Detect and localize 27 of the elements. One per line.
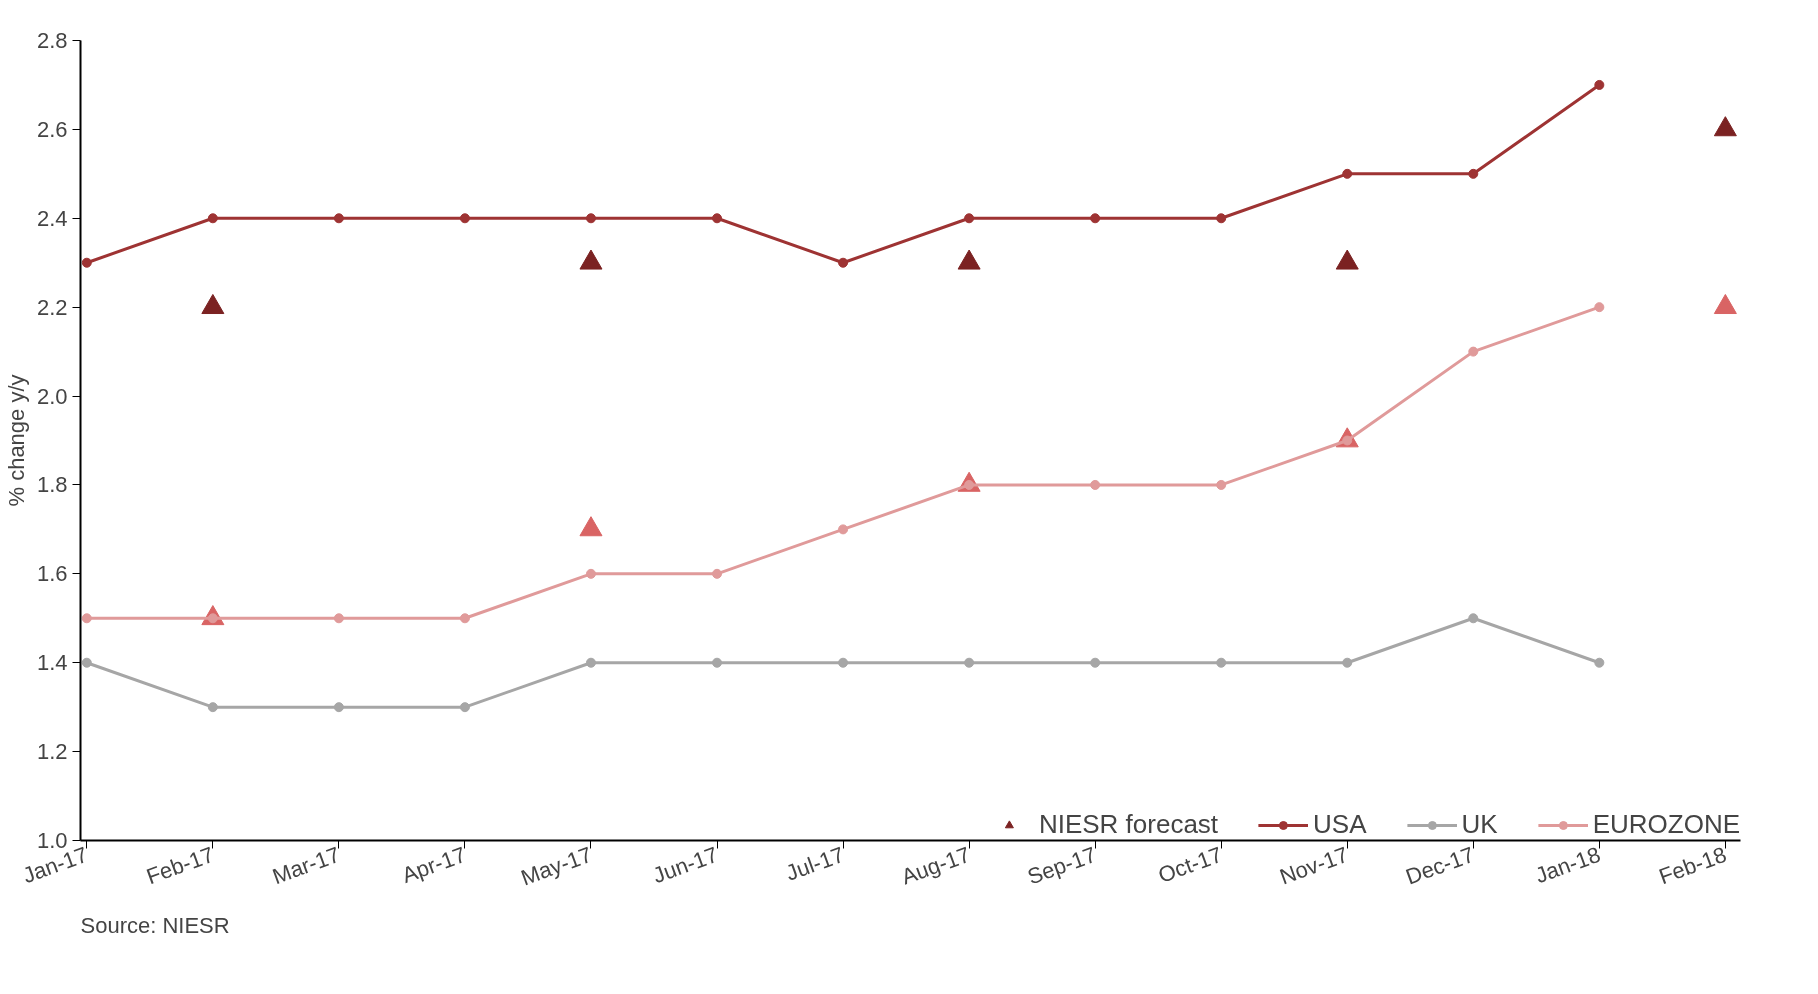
y-tick-label: 2.6 — [36, 116, 68, 142]
legend-label: USA — [1313, 809, 1367, 840]
x-tick-label: Jun-17 — [649, 841, 722, 889]
y-tick-label: 2.0 — [36, 383, 68, 409]
x-tick-label: Jul-17 — [782, 841, 848, 886]
source-note: Source: NIESR — [80, 912, 230, 938]
legend-label: EUROZONE — [1592, 809, 1740, 840]
x-tick-label: Feb-18 — [1655, 841, 1730, 890]
y-tick-label: 1.8 — [36, 472, 68, 498]
y-tick-label: 1.6 — [36, 561, 68, 587]
x-tick-label: Oct-17 — [1154, 841, 1226, 888]
y-tick-label: 2.4 — [36, 205, 68, 231]
x-tick-label: Apr-17 — [398, 841, 470, 888]
legend-label: NIESR forecast — [1038, 809, 1219, 840]
x-tick-label: Sep-17 — [1024, 841, 1100, 890]
y-tick-label: 1.0 — [36, 828, 68, 853]
legend-label: UK — [1461, 809, 1498, 840]
x-tick-label: Dec-17 — [1402, 841, 1478, 890]
y-tick-label: 2.8 — [36, 28, 68, 53]
x-tick-label: Jan-18 — [1531, 841, 1604, 889]
y-tick-label: 2.2 — [36, 294, 68, 320]
x-tick-label: Mar-17 — [269, 841, 344, 890]
y-axis-title: % change y/y — [3, 374, 29, 507]
x-tick-label: Feb-17 — [143, 841, 218, 890]
x-tick-label: Nov-17 — [1276, 841, 1352, 890]
y-tick-label: 1.2 — [36, 739, 68, 765]
y-tick-label: 1.4 — [36, 650, 68, 676]
